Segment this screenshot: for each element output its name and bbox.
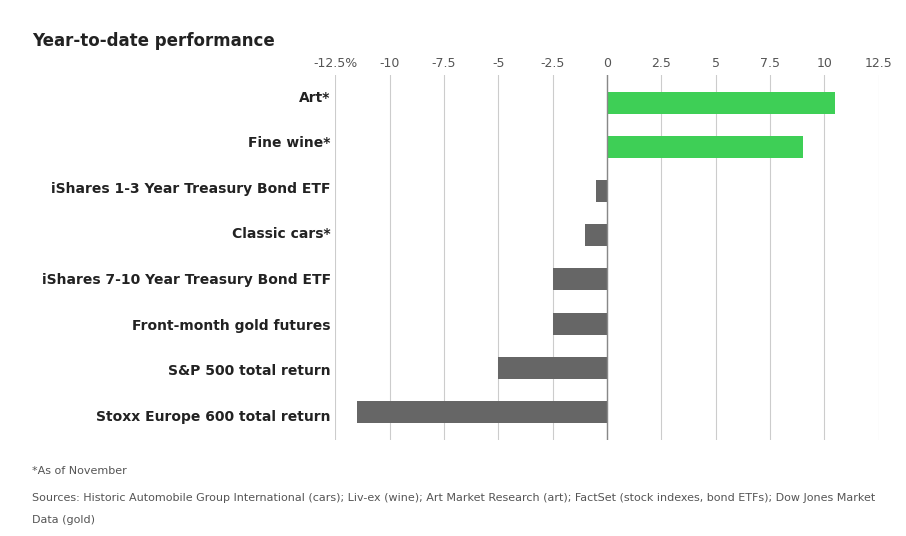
Bar <box>585 224 607 246</box>
Text: Fine wine*: Fine wine* <box>248 136 331 151</box>
Text: Year-to-date performance: Year-to-date performance <box>32 32 275 50</box>
Bar <box>357 401 607 423</box>
Bar <box>607 136 803 158</box>
Bar <box>498 356 607 379</box>
Text: Data (gold): Data (gold) <box>32 515 95 525</box>
Text: iShares 1-3 Year Treasury Bond ETF: iShares 1-3 Year Treasury Bond ETF <box>52 182 331 196</box>
Bar <box>596 180 607 202</box>
Bar <box>553 312 607 334</box>
Text: Front-month gold futures: Front-month gold futures <box>132 318 331 333</box>
Text: Art*: Art* <box>299 91 331 105</box>
Text: S&P 500 total return: S&P 500 total return <box>169 364 331 378</box>
Text: *As of November: *As of November <box>32 466 127 477</box>
Text: Classic cars*: Classic cars* <box>232 227 331 242</box>
Text: iShares 7-10 Year Treasury Bond ETF: iShares 7-10 Year Treasury Bond ETF <box>42 273 331 287</box>
Text: Sources: Historic Automobile Group International (cars); Liv-ex (wine); Art Mark: Sources: Historic Automobile Group Inter… <box>32 493 875 503</box>
Bar <box>607 92 835 114</box>
Bar <box>553 269 607 291</box>
Text: Stoxx Europe 600 total return: Stoxx Europe 600 total return <box>96 410 331 424</box>
